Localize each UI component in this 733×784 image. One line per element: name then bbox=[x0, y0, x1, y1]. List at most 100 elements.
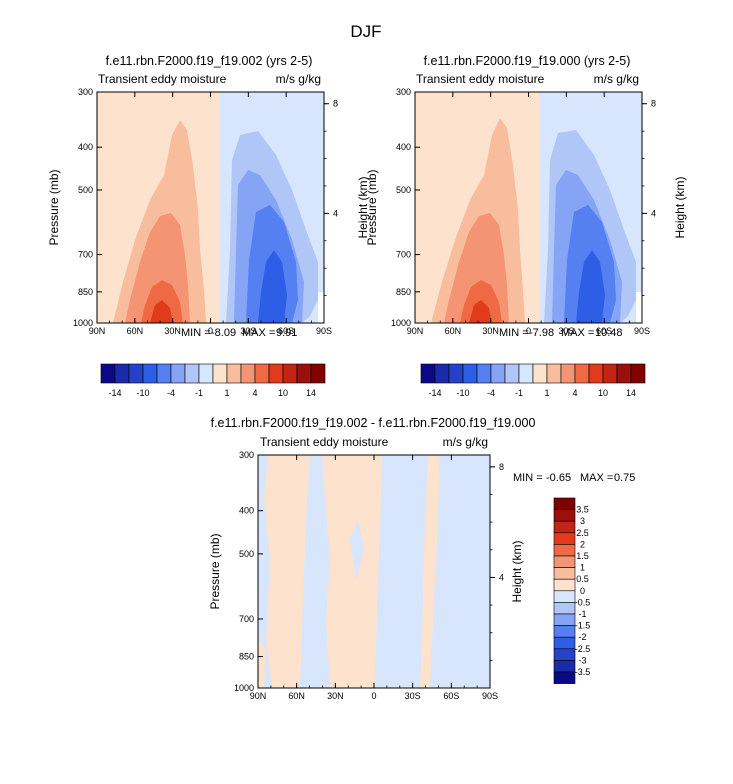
svg-text:MIN =: MIN = bbox=[181, 327, 211, 339]
colorbar-cell bbox=[282, 363, 298, 384]
colorbar-cell bbox=[462, 363, 478, 384]
colorbar-label: 2.5 bbox=[576, 528, 589, 538]
x-tick-label: 90S bbox=[634, 326, 650, 336]
colorbar-label: 0.5 bbox=[576, 574, 589, 584]
y-right-tick-label: 8 bbox=[499, 462, 504, 472]
y-tick-label: 500 bbox=[396, 185, 411, 195]
panel-title: f.e11.rbn.F2000.f19_f19.002 - f.e11.rbn.… bbox=[211, 416, 536, 430]
colorbar-label: -10 bbox=[456, 388, 469, 398]
colorbar-cell bbox=[434, 363, 450, 384]
y-tick-label: 500 bbox=[78, 185, 93, 195]
y-tick-label: 300 bbox=[78, 87, 93, 97]
colorbar-cell bbox=[553, 602, 576, 615]
y-tick-label: 850 bbox=[396, 287, 411, 297]
colorbar-cell bbox=[553, 613, 576, 626]
y-tick-label: 1000 bbox=[391, 318, 411, 328]
y-right-axis-title: Height (km) bbox=[510, 540, 524, 602]
colorbar-cell bbox=[518, 363, 534, 384]
colorbar-cell bbox=[254, 363, 270, 384]
colorbar-difference: 3.53 2.52 1.5 10.5 0-0.5 -1 -1.5-2 -2.5-3 -3.5 bbox=[553, 497, 591, 684]
svg-text:0.75: 0.75 bbox=[614, 472, 635, 484]
panel-right-subtitle: m/s g/kg bbox=[276, 72, 321, 86]
colorbar-label: -0.5 bbox=[575, 597, 591, 607]
x-tick-label: 0 bbox=[371, 691, 376, 701]
y-right-tick-label: 8 bbox=[333, 99, 338, 109]
colorbar-label: -4 bbox=[167, 388, 175, 398]
x-tick-label: 90N bbox=[89, 326, 106, 336]
colorbar-cell bbox=[553, 555, 576, 568]
minmax-text: MIN = -8.09 MAX = 9.91 bbox=[181, 327, 297, 339]
colorbar-cell bbox=[240, 363, 256, 384]
colorbar-label: 2 bbox=[580, 539, 585, 549]
y-tick-label: 300 bbox=[239, 450, 254, 460]
panel-title: f.e11.rbn.F2000.f19_f19.002 (yrs 2-5) bbox=[106, 54, 313, 68]
svg-text:MIN =: MIN = bbox=[499, 327, 529, 339]
y-right-tick-label: 8 bbox=[651, 99, 656, 109]
contour-field bbox=[258, 455, 490, 688]
colorbar-label: -3 bbox=[578, 655, 586, 665]
colorbar-cell bbox=[532, 363, 548, 384]
colorbar-label: 0 bbox=[580, 586, 585, 596]
colorbar-label: -2 bbox=[578, 632, 586, 642]
contour-field bbox=[97, 92, 324, 323]
x-tick-label: 60S bbox=[278, 326, 294, 336]
axes: 90N 60N 30N 0 30S 60S 90S 300 400 500 700 850 1000 8 4… bbox=[47, 87, 370, 336]
y-axis-title: Pressure (mb) bbox=[208, 533, 222, 609]
y-tick-label: 300 bbox=[396, 87, 411, 97]
colorbar-cell bbox=[226, 363, 242, 384]
colorbar-cell bbox=[574, 363, 590, 384]
colorbar-cell bbox=[268, 363, 284, 384]
colorbar-cell bbox=[553, 648, 576, 661]
colorbar-cell bbox=[128, 363, 144, 384]
colorbar-label: 1 bbox=[224, 388, 229, 398]
colorbar-model-000: -14 -10 -4 -1 1 4 10 14 bbox=[420, 363, 646, 398]
y-right-axis-title: Height (km) bbox=[356, 176, 370, 238]
y-right-tick-label: 4 bbox=[499, 572, 504, 582]
x-tick-label: 0 bbox=[208, 326, 213, 336]
minmax-text: MIN = -0.65 MAX = 0.75 bbox=[513, 472, 635, 484]
x-tick-label: 30S bbox=[558, 326, 574, 336]
colorbar-cell bbox=[476, 363, 492, 384]
colorbar-cell bbox=[553, 636, 576, 650]
colorbar-cell bbox=[553, 671, 576, 684]
y-tick-label: 700 bbox=[239, 614, 254, 624]
svg-text:MIN =: MIN = bbox=[513, 472, 543, 484]
panel-model-002: f.e11.rbn.F2000.f19_f19.002 (yrs 2-5) Tr… bbox=[47, 54, 370, 339]
x-tick-label: 60N bbox=[288, 691, 305, 701]
x-tick-label: 60N bbox=[445, 326, 462, 336]
colorbar-cell bbox=[630, 363, 646, 384]
minmax-text: MIN = -7.98 MAX = 10.48 bbox=[499, 327, 623, 339]
y-tick-label: 850 bbox=[239, 652, 254, 662]
colorbar-cell bbox=[616, 363, 632, 384]
colorbar-label: -10 bbox=[136, 388, 149, 398]
colorbar-cell bbox=[553, 497, 576, 510]
svg-text:-8.09: -8.09 bbox=[211, 327, 236, 339]
colorbar-cell bbox=[553, 590, 576, 603]
colorbar-cell bbox=[156, 363, 172, 384]
y-tick-label: 700 bbox=[78, 250, 93, 260]
y-right-tick-label: 4 bbox=[651, 208, 656, 218]
colorbar-label: 10 bbox=[598, 388, 608, 398]
colorbar-label: -2.5 bbox=[575, 644, 591, 654]
panel-difference: f.e11.rbn.F2000.f19_f19.002 - f.e11.rbn.… bbox=[208, 416, 635, 701]
colorbar-cell bbox=[553, 567, 576, 580]
x-tick-label: 90N bbox=[250, 691, 267, 701]
colorbar-cell bbox=[553, 532, 576, 545]
x-tick-label: 30S bbox=[240, 326, 256, 336]
y-tick-label: 500 bbox=[239, 549, 254, 559]
svg-text:9.91: 9.91 bbox=[276, 327, 297, 339]
colorbar-label: -1 bbox=[515, 388, 523, 398]
colorbar-cell bbox=[504, 363, 520, 384]
colorbar-cell bbox=[490, 363, 506, 384]
colorbar-label: -1 bbox=[578, 609, 586, 619]
svg-text:-0.65: -0.65 bbox=[546, 472, 571, 484]
colorbar-label: 3.5 bbox=[576, 505, 589, 515]
panel-title: f.e11.rbn.F2000.f19_f19.000 (yrs 2-5) bbox=[424, 54, 631, 68]
colorbar-label: -1 bbox=[195, 388, 203, 398]
x-tick-label: 90N bbox=[407, 326, 424, 336]
svg-text:MAX =: MAX = bbox=[242, 327, 275, 339]
colorbar-cell bbox=[448, 363, 464, 384]
y-tick-label: 400 bbox=[239, 506, 254, 516]
colorbar-label: -1.5 bbox=[575, 621, 591, 631]
colorbar-label: -4 bbox=[487, 388, 495, 398]
